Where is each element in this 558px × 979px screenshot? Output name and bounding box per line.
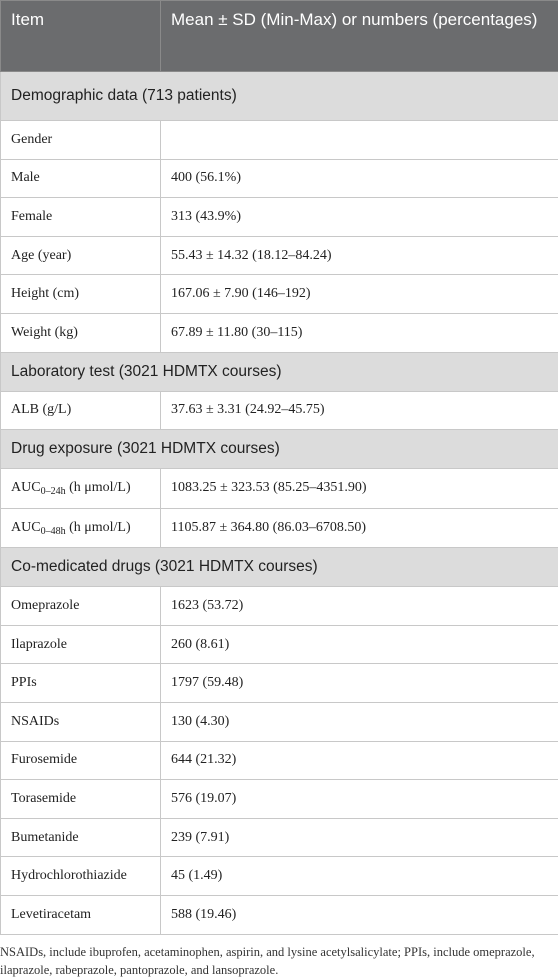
- footnote: NSAIDs, include ibuprofen, acetaminophen…: [0, 935, 558, 979]
- cell: 130 (4.30): [161, 702, 558, 741]
- cell: 1623 (53.72): [161, 587, 558, 626]
- section-title: Co-medicated drugs (3021 HDMTX courses): [1, 548, 558, 587]
- section-title: Demographic data (713 patients): [1, 72, 558, 121]
- section-title: Laboratory test (3021 HDMTX courses): [1, 352, 558, 391]
- cell-text: (h μmol/L): [66, 520, 131, 535]
- cell: 67.89 ± 11.80 (30–115): [161, 313, 558, 352]
- cell-subscript: 0–24h: [41, 486, 66, 497]
- cell: Gender: [1, 121, 161, 160]
- cell: [161, 121, 558, 160]
- cell: 576 (19.07): [161, 780, 558, 819]
- cell: AUC0–24h (h μmol/L): [1, 469, 161, 509]
- cell: 644 (21.32): [161, 741, 558, 780]
- cell: 1797 (59.48): [161, 664, 558, 703]
- cell-text: AUC: [11, 480, 41, 495]
- header-cell: Item: [1, 1, 161, 72]
- cell: Bumetanide: [1, 818, 161, 857]
- data-row: Gender: [1, 121, 558, 160]
- cell: Female: [1, 198, 161, 237]
- section-row: Demographic data (713 patients): [1, 72, 558, 121]
- cell: 313 (43.9%): [161, 198, 558, 237]
- cell: Levetiracetam: [1, 895, 161, 934]
- cell: 239 (7.91): [161, 818, 558, 857]
- cell: Hydrochlorothiazide: [1, 857, 161, 896]
- cell: Age (year): [1, 236, 161, 275]
- cell: 1083.25 ± 323.53 (85.25–4351.90): [161, 469, 558, 509]
- cell: Furosemide: [1, 741, 161, 780]
- cell: PPIs: [1, 664, 161, 703]
- cell: 1105.87 ± 364.80 (86.03–6708.50): [161, 508, 558, 548]
- cell: Omeprazole: [1, 587, 161, 626]
- cell: 37.63 ± 3.31 (24.92–45.75): [161, 391, 558, 430]
- cell-subscript: 0–48h: [41, 526, 66, 537]
- cell: 45 (1.49): [161, 857, 558, 896]
- data-row: ALB (g/L)37.63 ± 3.31 (24.92–45.75): [1, 391, 558, 430]
- cell: Weight (kg): [1, 313, 161, 352]
- section-row: Co-medicated drugs (3021 HDMTX courses): [1, 548, 558, 587]
- cell: Ilaprazole: [1, 625, 161, 664]
- section-row: Laboratory test (3021 HDMTX courses): [1, 352, 558, 391]
- data-row: Weight (kg)67.89 ± 11.80 (30–115): [1, 313, 558, 352]
- data-row: Age (year)55.43 ± 14.32 (18.12–84.24): [1, 236, 558, 275]
- cell: 400 (56.1%): [161, 159, 558, 198]
- cell: 167.06 ± 7.90 (146–192): [161, 275, 558, 314]
- cell: Male: [1, 159, 161, 198]
- cell: Torasemide: [1, 780, 161, 819]
- data-row: AUC0–48h (h μmol/L)1105.87 ± 364.80 (86.…: [1, 508, 558, 548]
- cell: ALB (g/L): [1, 391, 161, 430]
- cell: NSAIDs: [1, 702, 161, 741]
- cell: 260 (8.61): [161, 625, 558, 664]
- cell: AUC0–48h (h μmol/L): [1, 508, 161, 548]
- cell: 55.43 ± 14.32 (18.12–84.24): [161, 236, 558, 275]
- data-row: Height (cm)167.06 ± 7.90 (146–192): [1, 275, 558, 314]
- section-title: Drug exposure (3021 HDMTX courses): [1, 430, 558, 469]
- cell-text: (h μmol/L): [66, 480, 131, 495]
- cell: Height (cm): [1, 275, 161, 314]
- cell-text: AUC: [11, 520, 41, 535]
- data-row: AUC0–24h (h μmol/L)1083.25 ± 323.53 (85.…: [1, 469, 558, 509]
- section-row: Drug exposure (3021 HDMTX courses): [1, 430, 558, 469]
- header-cell: Mean ± SD (Min-Max) or numbers (percenta…: [161, 1, 558, 72]
- cell: 588 (19.46): [161, 895, 558, 934]
